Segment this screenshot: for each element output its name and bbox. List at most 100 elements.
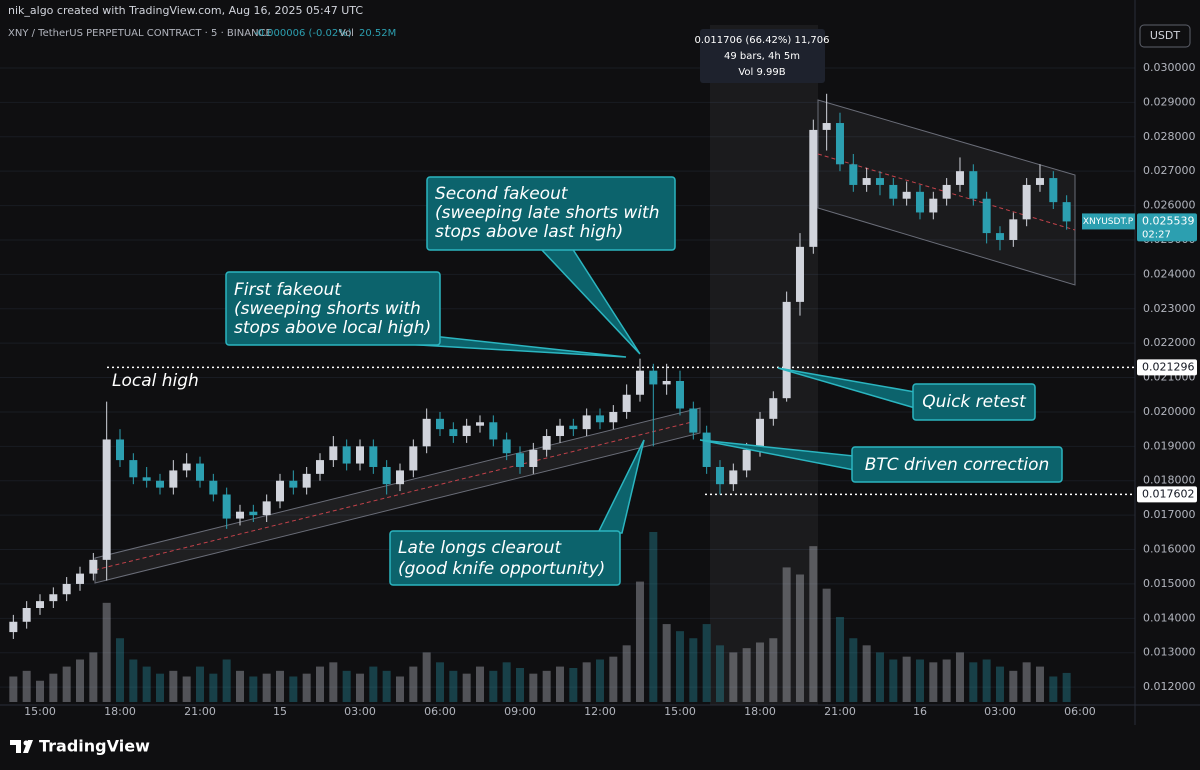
volume-bar (609, 656, 618, 702)
volume-bar (489, 670, 498, 702)
level-price: 0.021296 (1142, 360, 1195, 373)
candle-body (89, 559, 98, 574)
volume-bar (182, 676, 191, 702)
volume-bar (929, 662, 938, 702)
level-price: 0.017602 (1142, 487, 1195, 500)
volume-bar (995, 666, 1004, 702)
volume-bar (515, 668, 524, 702)
last-price-countdown: 02:27 (1142, 229, 1171, 240)
volume-bar (1062, 672, 1071, 702)
measure-text: Vol 9.99B (738, 67, 785, 78)
candle-body (835, 123, 844, 165)
candle-body (315, 460, 324, 474)
volume-bar (22, 670, 31, 702)
logo-dot (23, 740, 29, 746)
x-tick-label: 06:00 (1064, 705, 1096, 718)
measure-box (700, 29, 825, 83)
volume-bar (702, 624, 711, 702)
y-tick-label: 0.026000 (1143, 199, 1196, 212)
volume-pane (9, 532, 1071, 702)
volume-bar (662, 624, 671, 702)
volume-bar (755, 642, 764, 702)
channel-midline (94, 419, 701, 571)
candle-body (36, 601, 45, 609)
candle-body (62, 583, 71, 595)
volume-bar (622, 645, 631, 702)
candle-body (662, 380, 671, 385)
candle-body (155, 480, 164, 488)
candle-body (422, 418, 431, 447)
volume-bar (195, 666, 204, 702)
y-tick-label: 0.029000 (1143, 95, 1196, 108)
volume-bar (942, 659, 951, 702)
volume-bar (435, 662, 444, 702)
y-tick-label: 0.022000 (1143, 336, 1196, 349)
candle-body (222, 494, 231, 519)
candle-body (489, 422, 498, 440)
candle-body (942, 184, 951, 199)
annotation: Quick retest (777, 367, 1036, 421)
volume-bar (1009, 670, 1018, 702)
candle-body (689, 408, 698, 433)
candle-body (875, 178, 884, 185)
y-tick-label: 0.018000 (1143, 474, 1196, 487)
volume-bar (369, 666, 378, 702)
candle-body (622, 394, 631, 412)
candle-body (435, 418, 444, 430)
x-tick-label: 21:00 (824, 705, 856, 718)
annotation-text: Second fakeout (435, 184, 569, 204)
annotation-text: stops above last high) (435, 222, 623, 242)
volume-bar (49, 673, 58, 702)
volume-bar (969, 662, 978, 702)
candle-body (889, 184, 898, 199)
candles (9, 93, 1071, 639)
candle-body (9, 621, 18, 633)
currency-button[interactable] (1139, 24, 1191, 48)
candle-body (702, 432, 711, 467)
volume-bar (742, 648, 751, 702)
symbol: XNY / TetherUS PERPETUAL CONTRACT · 5 · … (8, 28, 272, 39)
candle-body (755, 418, 764, 450)
candle-body (822, 123, 831, 130)
candle-body (955, 171, 964, 185)
annotation: BTC driven correction (699, 439, 1063, 483)
candle-body (329, 446, 338, 461)
candle-body (235, 511, 244, 519)
currency[interactable]: USDT (1150, 29, 1181, 42)
candle-body (102, 439, 111, 560)
candle-body (675, 380, 684, 409)
volume-bar (449, 670, 458, 702)
volume-bar (835, 617, 844, 702)
volume-bar (249, 676, 258, 702)
candle-body (395, 470, 404, 485)
volume-bar (9, 676, 18, 702)
price-change: -0.000006 (-0.02%) (254, 28, 352, 39)
candle-body (809, 129, 818, 247)
volume-bar (89, 652, 98, 702)
volume-bar (822, 588, 831, 702)
volume-bar (289, 676, 298, 702)
volume-value: 20.52M (359, 28, 396, 39)
volume-bar (555, 666, 564, 702)
credit: nik_algo created with TradingView.com, A… (8, 4, 363, 17)
y-tick-label: 0.014000 (1143, 611, 1196, 624)
y-tick-label: 0.017000 (1143, 508, 1196, 521)
annotation-text: (sweeping late shorts with (435, 203, 659, 223)
volume-bar (275, 670, 284, 702)
candle-body (262, 501, 271, 516)
candle-body (169, 470, 178, 488)
annotation: First fakeout (sweeping shorts with stop… (225, 271, 627, 358)
candle-body (902, 191, 911, 199)
volume-bar (595, 659, 604, 702)
candle-body (116, 439, 125, 461)
last-price-box (1137, 213, 1197, 242)
callout-box (426, 176, 676, 251)
candle-body (195, 463, 204, 481)
volume-bar (169, 670, 178, 702)
candle-body (929, 198, 938, 213)
volume-bar (569, 668, 578, 702)
y-tick-label: 0.016000 (1143, 543, 1196, 556)
candle-body (342, 446, 351, 464)
candle-body (769, 398, 778, 419)
volume-bar (462, 673, 471, 702)
